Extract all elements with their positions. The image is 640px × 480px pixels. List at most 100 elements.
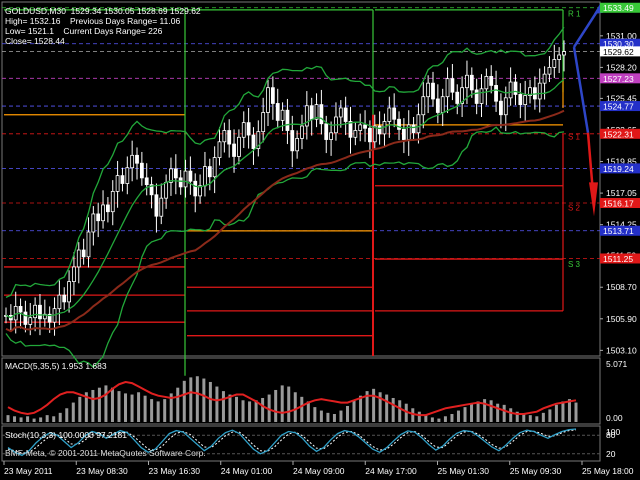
candle-body [193,180,198,197]
candle-body [474,89,479,104]
candle-body [324,123,329,140]
header-line-1: GOLDUSD,M30 1529.34 1530.05 1528.69 1529… [5,6,201,16]
bollinger-lower [5,126,565,369]
candle-body [353,130,358,138]
macd-histogram-bar [319,410,323,422]
macd-histogram-bar [124,393,128,422]
macd-histogram-bar [78,396,82,422]
candle-body [261,112,266,133]
macd-histogram-bar [202,378,206,422]
candle-body [518,94,523,105]
candle-body [304,105,309,127]
price-marker-label: 1533.49 [603,3,634,13]
macd-histogram-bar [71,402,75,422]
price-marker-box [600,2,640,13]
stoch-panel-frame [1,425,601,462]
candle-body [86,231,91,258]
candle-body [135,154,139,164]
candle-body [256,131,261,149]
candle-body [149,184,154,196]
candle-body [227,130,232,145]
price-marker-label: 1530.30 [603,39,634,49]
copyright: BMF-Meta, © 2001-2011 MetaQuotes Softwar… [5,448,206,458]
candle-body [38,304,42,320]
stoch-tick-label: 80 [606,430,616,440]
level-label: R 1 [568,10,581,19]
candle-body [542,73,547,84]
bollinger-upper [5,26,565,298]
candle-body [372,125,377,143]
candle-body [222,130,227,143]
macd-title: MACD(5,35,5) 1.953 1.683 [5,361,107,371]
candle-body [183,170,188,188]
candle-body [416,114,421,134]
macd-histogram-bar [404,403,408,422]
price-marker-label: 1529.62 [603,47,634,57]
candle-body [18,305,23,313]
candle-body [300,125,304,139]
macd-histogram-bar [274,389,278,422]
candle-body [435,98,440,113]
candle-body [280,109,285,121]
candle-body [105,204,110,213]
projection-arrow-up [572,9,600,48]
price-marker-box [600,198,640,209]
macd-histogram-bar [515,411,519,422]
candle-body [460,87,465,104]
candle-body [397,118,401,130]
macd-histogram-bar [150,399,154,422]
candle-body [285,109,290,131]
macd-histogram-bar [117,391,121,422]
candle-body [392,107,397,120]
price-marker-label: 1519.24 [603,164,634,174]
candle-body [28,317,33,325]
macd-histogram-bar [430,417,434,422]
macd-histogram-bar [339,410,343,422]
candle-body [431,82,435,100]
candle-body [348,121,353,138]
time-tick-label: 23 May 08:30 [76,466,128,476]
candle-body [139,162,144,179]
macd-histogram-bar [313,407,317,422]
price-marker-box [600,163,640,174]
candle-body [290,130,295,152]
candle-body [110,191,115,213]
level-label: S 2 [568,204,581,213]
candle-body [469,74,474,91]
macd-histogram-bar [528,415,532,422]
candle-body [120,175,125,184]
high-value: High= 1532.16 [5,16,61,26]
price-tick-label: 1531.00 [606,31,637,41]
grid [1,1,601,462]
macd-histogram-bar [359,395,363,422]
macd-histogram-bar [437,418,441,422]
candle-body [270,87,275,104]
time-tick-label: 24 May 01:00 [221,466,273,476]
macd-histogram-bar [65,408,69,422]
macd-histogram-bar [417,411,421,422]
macd-tick-label: 0.00 [606,413,623,423]
macd-histogram-bar [208,381,212,422]
price-panel-frame [1,1,601,357]
macd-histogram-bar [13,416,17,422]
candle-body [426,82,431,98]
macd-histogram-bar [306,401,310,422]
current-days-range: Current Days Range= 226 [63,26,163,36]
candle-body [62,294,67,303]
macd-histogram-bar [130,394,134,422]
macd-histogram-bar [32,418,36,422]
stoch-main-line [7,428,577,457]
candle-body [455,91,460,104]
candle-body [489,76,494,86]
candle-body [96,213,101,222]
candle-body [528,87,532,96]
time-tick-label: 23 May 16:30 [149,466,201,476]
candle-body [484,76,489,90]
macd-histogram-bar [345,405,349,422]
candle-body [401,128,406,140]
candle-body [241,122,246,138]
candle-body [547,66,552,75]
price-tick-label: 1519.85 [606,157,637,167]
macd-histogram-bar [548,409,552,422]
